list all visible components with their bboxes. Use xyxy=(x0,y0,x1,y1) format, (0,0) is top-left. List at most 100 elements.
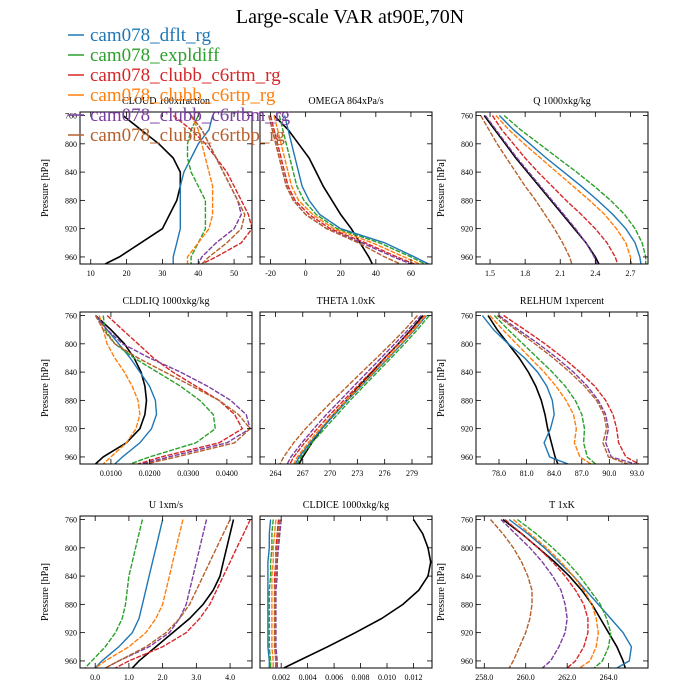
series-line-3 xyxy=(273,519,280,668)
y-tick-label: 920 xyxy=(65,225,77,234)
x-tick-label: 20 xyxy=(123,269,131,278)
x-tick-label: 2.7 xyxy=(625,269,635,278)
series-group xyxy=(480,114,647,264)
panel-6: U 1xm/s Pressure [hPa] 0.0 1.0 2.0 3.0 4.0 760 8… xyxy=(40,500,253,682)
y-tick-label: 760 xyxy=(461,516,473,525)
x-tick-label: 10 xyxy=(87,269,95,278)
series-line-6 xyxy=(94,315,252,464)
panel-7: CLDICE 1000xkg/kg 0.002 0.004 0.006 0.008 0.0… xyxy=(259,500,433,682)
y-tick-label: 920 xyxy=(65,629,77,638)
panel-title: CLOUD 100xfraction xyxy=(122,96,210,107)
series-line-4 xyxy=(98,315,141,464)
x-tick-label: 264 xyxy=(269,469,281,478)
y-tick-label: 840 xyxy=(65,572,77,581)
x-tick-label: 93.0 xyxy=(630,469,644,478)
y-tick-label: 760 xyxy=(461,312,473,321)
panel-frame xyxy=(475,311,649,465)
x-tick-label: 260.0 xyxy=(517,673,535,682)
panel-title: RELHUM 1xpercent xyxy=(520,296,604,307)
y-tick-label: 800 xyxy=(65,544,77,553)
y-tick-label: 960 xyxy=(461,657,473,666)
y-tick-label: 920 xyxy=(461,425,473,434)
series-line-5 xyxy=(498,314,636,464)
y-axis-label: Pressure [hPa] xyxy=(436,159,447,217)
panel-frame xyxy=(259,111,433,265)
x-tick-label: 0.012 xyxy=(404,673,422,682)
x-tick-label: 264.0 xyxy=(600,673,618,682)
series-line-1 xyxy=(172,115,214,264)
series-line-0 xyxy=(104,114,182,264)
figure-title: Large-scale VAR at90E,70N xyxy=(236,6,464,28)
legend-entry: cam078_dflt_rg xyxy=(90,25,212,46)
x-tick-label: 2.1 xyxy=(555,269,565,278)
series-line-6 xyxy=(480,115,573,264)
series-line-3 xyxy=(289,315,426,464)
series-line-4 xyxy=(94,519,184,668)
x-tick-label: 276 xyxy=(379,469,391,478)
panel-frame xyxy=(79,515,253,669)
x-tick-label: 0.008 xyxy=(352,673,370,682)
y-tick-label: 880 xyxy=(461,196,473,205)
y-tick-label: 800 xyxy=(65,140,77,149)
x-tick-label: 2.4 xyxy=(590,269,600,278)
series-line-1 xyxy=(267,519,272,668)
x-tick-label: 0.0400 xyxy=(216,469,238,478)
panel-title: Q 1000xkg/kg xyxy=(533,96,591,107)
x-tick-label: 40 xyxy=(372,269,380,278)
y-tick-label: 800 xyxy=(461,340,473,349)
series-line-2 xyxy=(493,315,597,464)
y-tick-label: 880 xyxy=(65,600,77,609)
y-tick-label: 800 xyxy=(461,140,473,149)
series-line-4 xyxy=(495,115,633,264)
panel-5: RELHUM 1xpercent Pressure [hPa] 78.0 81.0 84… xyxy=(436,296,649,478)
y-tick-label: 760 xyxy=(461,112,473,121)
y-tick-label: 760 xyxy=(65,312,77,321)
y-axis-label: Pressure [hPa] xyxy=(40,563,51,621)
series-line-6 xyxy=(489,519,533,668)
panel-frame xyxy=(259,311,433,465)
y-tick-label: 960 xyxy=(65,657,77,666)
panel-frame xyxy=(475,111,649,265)
x-tick-label: 4.0 xyxy=(225,673,235,682)
series-line-5 xyxy=(104,519,208,668)
panel-0: CLOUD 100xfraction Pressure [hPa] 10 20 30 40… xyxy=(40,96,253,278)
series-line-4 xyxy=(293,315,427,464)
x-tick-label: 1.5 xyxy=(485,269,495,278)
series-line-2 xyxy=(296,315,430,464)
y-tick-label: 960 xyxy=(461,453,473,462)
series-line-1 xyxy=(481,315,569,464)
y-tick-label: 880 xyxy=(461,600,473,609)
series-line-6 xyxy=(279,315,418,464)
series-line-4 xyxy=(489,315,592,464)
y-tick-label: 960 xyxy=(65,453,77,462)
series-group xyxy=(481,314,640,464)
y-tick-label: 880 xyxy=(65,396,77,405)
y-tick-label: 920 xyxy=(65,425,77,434)
series-group xyxy=(489,518,633,668)
y-tick-label: 800 xyxy=(461,544,473,553)
y-tick-label: 800 xyxy=(65,340,77,349)
x-tick-label: 262.0 xyxy=(558,673,576,682)
x-tick-label: 87.0 xyxy=(575,469,589,478)
panel-title: THETA 1.0xK xyxy=(317,296,376,307)
x-tick-label: 279 xyxy=(406,469,418,478)
x-tick-label: 0.0200 xyxy=(139,469,161,478)
series-line-6 xyxy=(104,519,231,668)
y-tick-label: 760 xyxy=(65,516,77,525)
x-tick-label: 78.0 xyxy=(492,469,506,478)
panel-4: THETA 1.0xK 264 267 270 273 276 279 xyxy=(259,296,433,478)
series-line-5 xyxy=(484,115,598,264)
series-line-5 xyxy=(286,315,422,464)
series-line-2 xyxy=(268,519,274,668)
series-group xyxy=(268,114,429,264)
x-tick-label: 258.0 xyxy=(475,673,493,682)
panel-title: CLDICE 1000xkg/kg xyxy=(303,500,389,511)
series-line-1 xyxy=(283,115,429,264)
x-tick-label: 0 xyxy=(304,269,308,278)
panel-title: CLDLIQ 1000xkg/kg xyxy=(123,296,210,307)
series-line-0 xyxy=(94,314,148,464)
series-line-3 xyxy=(106,314,244,464)
series-line-3 xyxy=(115,519,251,668)
x-tick-label: 0.004 xyxy=(299,673,317,682)
